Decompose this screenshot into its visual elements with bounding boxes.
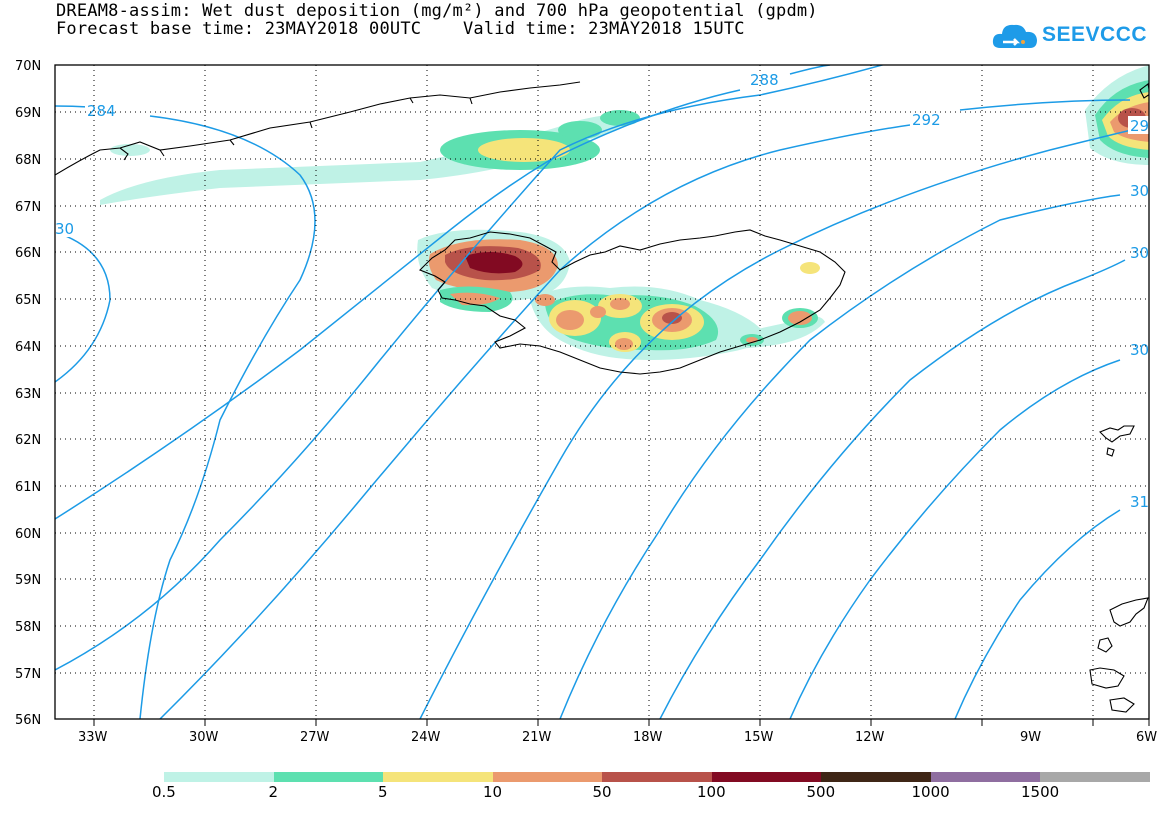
lat-label: 56N [15, 713, 41, 728]
lon-label: 33W [78, 730, 108, 745]
legend-swatch [1040, 772, 1150, 782]
lon-label: 15W [744, 730, 774, 745]
contour-label-284: 284 [87, 102, 116, 120]
legend-swatch [711, 772, 822, 782]
legend-tick-label: 500 [806, 783, 836, 801]
lat-label: 61N [15, 480, 41, 495]
legend-swatch [930, 772, 1041, 782]
coastlines [55, 81, 1149, 713]
logo-text: SEEVCCC [1042, 23, 1148, 46]
lat-label: 67N [15, 200, 41, 215]
lat-label: 65N [15, 293, 41, 308]
lat-label: 62N [15, 433, 41, 448]
map-frame [54, 64, 1150, 720]
lat-label: 63N [15, 387, 41, 402]
lon-label: 12W [855, 730, 885, 745]
forecast-times: Forecast base time: 23MAY2018 00UTC Vali… [56, 19, 745, 39]
lat-label: 64N [15, 340, 41, 355]
cloud-icon [992, 24, 1037, 48]
contour-label-292: 292 [912, 111, 941, 129]
legend-tick-label: 100 [697, 783, 726, 801]
legend-tick-label: 1500 [1021, 783, 1060, 801]
lat-label: 69N [15, 106, 41, 121]
lat-label: 68N [15, 153, 41, 168]
contour-label-31: 31 [1130, 493, 1149, 511]
lon-label: 9W [1020, 730, 1041, 745]
contour-labels: 284 30 288 292 29 30 30 30 31 [55, 70, 1150, 511]
legend-tick-label: 5 [378, 783, 388, 801]
legend-swatch [273, 772, 384, 782]
axis-ticks [93, 719, 1150, 726]
legend-swatch [602, 772, 712, 782]
lat-label: 66N [15, 246, 41, 261]
legend-swatch [492, 772, 603, 782]
contour-label-30: 30 [55, 220, 74, 238]
geopotential-contours [55, 65, 1141, 719]
legend-tick-label: 50 [592, 783, 612, 801]
lon-label: 18W [633, 730, 663, 745]
legend-tick-label: 2 [268, 783, 279, 801]
seevccc-logo: SEEVCCC [990, 18, 1147, 54]
legend-tick-label: 1000 [911, 783, 950, 801]
lat-label: 70N [15, 59, 41, 74]
contour-label-30-b: 30 [1130, 182, 1149, 200]
contour-label-29: 29 [1130, 117, 1149, 135]
contour-label-30-d: 30 [1130, 341, 1149, 359]
map-title: DREAM8-assim: Wet dust deposition (mg/m²… [56, 1, 818, 21]
lon-label: 27W [300, 730, 330, 745]
legend-swatch [821, 772, 931, 782]
lat-label: 58N [15, 620, 41, 635]
longitude-labels: 33W 30W 27W 24W 21W 18W 15W 12W 9W 6W [78, 730, 1157, 745]
legend-tick-label: 0.5 [152, 783, 176, 801]
dust-deposition-field [100, 65, 1149, 360]
legend-tick-label: 10 [483, 783, 503, 801]
latitude-labels: 70N 69N 68N 67N 66N 65N 64N 63N 62N 61N … [15, 59, 41, 728]
lon-label: 6W [1136, 730, 1157, 745]
contour-label-30-c: 30 [1130, 244, 1149, 262]
legend-swatch [164, 772, 274, 782]
lat-label: 60N [15, 527, 41, 542]
lon-label: 30W [189, 730, 219, 745]
legend-swatch [383, 772, 493, 782]
graticule [55, 65, 1149, 719]
lon-label: 24W [411, 730, 441, 745]
contour-label-288: 288 [750, 71, 779, 89]
lat-label: 57N [15, 667, 41, 682]
lon-label: 21W [522, 730, 552, 745]
lat-label: 59N [15, 573, 41, 588]
